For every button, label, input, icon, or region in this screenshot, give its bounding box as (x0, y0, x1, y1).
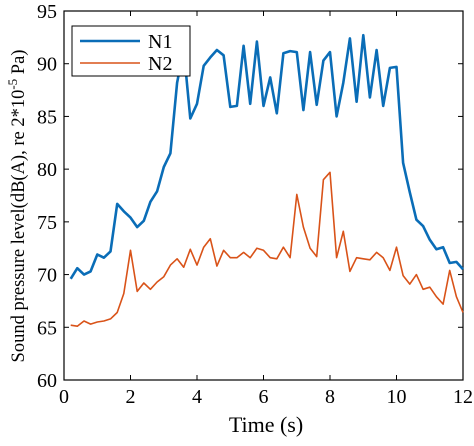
y-tick-label: 95 (37, 1, 57, 23)
y-axis-label: Sound pressure level(dB(A), re 2*10-5 Pa… (5, 50, 29, 363)
axis-ticks: 0 2 4 6 8 10 12 60 65 70 75 80 85 90 95 (37, 1, 473, 408)
series-line-n1 (69, 33, 464, 280)
y-tick-label: 80 (37, 159, 57, 181)
x-tick-label: 2 (126, 386, 136, 408)
y-tick-label: 60 (37, 370, 57, 392)
legend-box (71, 25, 191, 77)
x-tick-label: 4 (192, 386, 202, 408)
y-tick-label: 70 (37, 265, 57, 287)
legend-label-n2: N2 (148, 53, 172, 75)
x-tick-label: 10 (387, 386, 407, 408)
y-tick-label: 90 (37, 54, 57, 76)
y-axis-label-main: Sound pressure level(dB(A), re 2*10 (9, 90, 29, 363)
x-tick-label: 12 (453, 386, 473, 408)
legend-label-n1: N1 (148, 31, 172, 53)
y-tick-label: 85 (37, 106, 57, 128)
y-axis-label-exponent: -5 (5, 79, 20, 90)
series-layer (69, 33, 464, 328)
y-tick-label: 75 (37, 212, 57, 234)
y-axis-label-unit: Pa) (9, 50, 29, 79)
x-tick-label: 8 (325, 386, 335, 408)
series-line-n2 (70, 171, 464, 328)
y-tick-label: 65 (37, 317, 57, 339)
x-tick-label: 0 (59, 386, 69, 408)
x-tick-label: 6 (259, 386, 269, 408)
x-axis-label: Time (s) (229, 412, 303, 437)
